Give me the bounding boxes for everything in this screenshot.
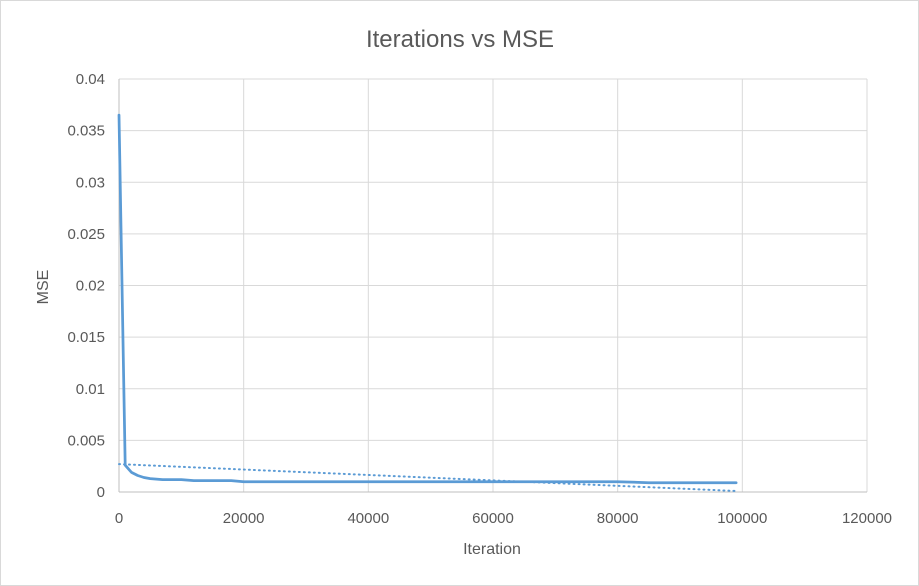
trendline-series [118, 463, 738, 492]
y-axis-label: MSE [35, 270, 52, 305]
x-tick-label: 60000 [472, 510, 514, 527]
x-tick-label: 20000 [223, 510, 265, 527]
chart-title: Iterations vs MSE [366, 26, 554, 53]
y-tick-label: 0.025 [67, 226, 105, 243]
x-tick-label: 120000 [842, 510, 892, 527]
y-tick-label: 0.035 [67, 123, 105, 140]
y-tick-label: 0.02 [76, 278, 105, 295]
y-tick-label: 0.005 [67, 432, 105, 449]
x-tick-label: 100000 [717, 510, 767, 527]
x-tick-label: 0 [115, 510, 123, 527]
x-tick-label: 40000 [347, 510, 389, 527]
y-tick-label: 0 [97, 484, 105, 501]
mse-series-line [117, 113, 738, 485]
x-tick-label: 80000 [597, 510, 639, 527]
y-tick-label: 0.03 [76, 174, 105, 191]
y-tick-label: 0.04 [76, 71, 105, 88]
y-tick-label: 0.015 [67, 329, 105, 346]
x-axis-label: Iteration [463, 541, 521, 558]
y-tick-label: 0.01 [76, 381, 105, 398]
